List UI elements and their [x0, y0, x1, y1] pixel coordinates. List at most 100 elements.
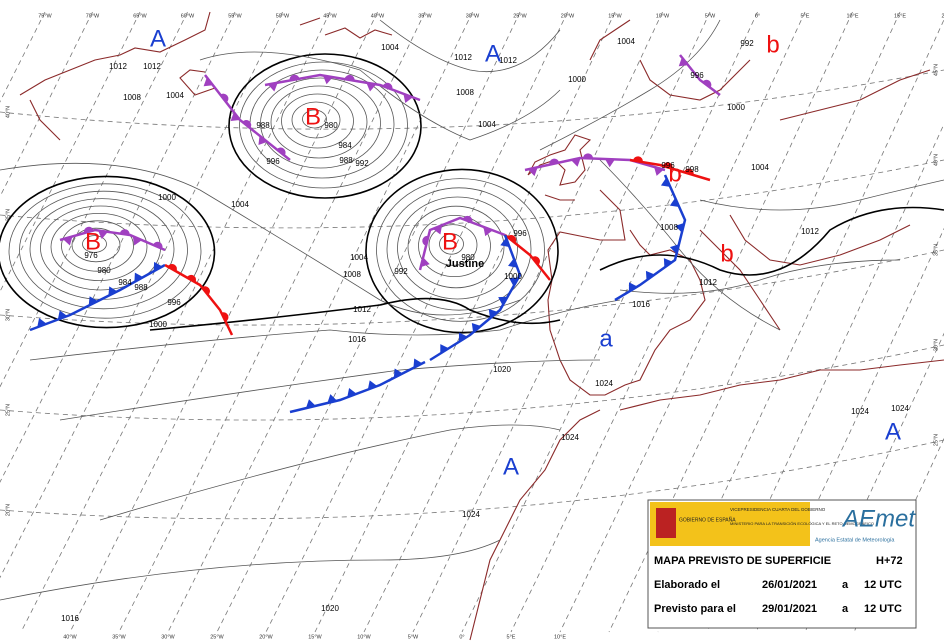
- front-symbol: [683, 168, 694, 176]
- lat-label: 25°N: [933, 434, 939, 446]
- storm-name: Justine: [446, 258, 485, 270]
- front-symbol: [201, 286, 210, 296]
- info-cell: 12 UTC: [864, 603, 902, 615]
- coat-of-arms: [656, 508, 676, 538]
- isobar: [8, 183, 202, 319]
- lon-label: 5°W: [408, 634, 419, 640]
- front-symbol: [413, 358, 423, 368]
- front-symbol: [500, 237, 510, 248]
- front-symbol: [242, 120, 252, 129]
- front-symbol: [83, 226, 94, 234]
- pressure-center: b: [766, 31, 779, 58]
- front-symbol: [702, 79, 712, 88]
- lon-label: 35°W: [418, 13, 432, 19]
- lon-label: 5°W: [705, 13, 716, 19]
- gov-text: GOBIERNO DE ESPAÑA: [679, 516, 736, 523]
- front-symbol: [582, 153, 593, 159]
- meridian: [559, 11, 853, 633]
- isobar-label: 996: [513, 229, 527, 238]
- meridian: [461, 11, 758, 633]
- aemet-logo-bg: [810, 502, 914, 546]
- front-symbol: [432, 225, 443, 235]
- isobar-label: 984: [338, 141, 352, 150]
- isobar-label: 980: [461, 253, 475, 262]
- lon-label: 10°W: [357, 634, 371, 640]
- isobar-label: 1004: [617, 37, 635, 46]
- lon-label: 10°W: [656, 13, 670, 19]
- isobar-label: 1004: [166, 91, 184, 100]
- front-symbol: [258, 135, 268, 145]
- isobar: [379, 19, 561, 73]
- lon-label: 15°E: [894, 13, 906, 19]
- front-symbol: [186, 274, 197, 283]
- isobar: [50, 212, 148, 281]
- front-symbol: [322, 75, 333, 85]
- front-symbol: [570, 157, 581, 167]
- lon-label: 25°W: [210, 634, 224, 640]
- isobar: [199, 51, 561, 141]
- front-line: [204, 74, 291, 161]
- isobar: [439, 233, 464, 255]
- lon-label: 70°W: [86, 13, 100, 19]
- front-line: [418, 216, 506, 271]
- isobar: [407, 205, 505, 289]
- isobar: [0, 175, 216, 329]
- lon-label: 0°: [459, 634, 464, 640]
- pressure-center: A: [150, 25, 166, 52]
- pressure-center: b: [720, 240, 733, 267]
- meridian: [216, 11, 521, 633]
- ministry-text: MINISTERIO PARA LA TRANSICIÓN ECOLÓGICA …: [730, 521, 874, 526]
- front-symbol: [471, 323, 481, 333]
- info-box: GOBIERNO DE ESPAÑA VICEPRESIDENCIA CUART…: [647, 499, 917, 629]
- front-symbol: [462, 215, 473, 223]
- lat-label: 30°N: [933, 339, 939, 351]
- front-symbol: [305, 399, 316, 409]
- front-symbol: [62, 236, 73, 246]
- info-title: MAPA PREVISTO DE SUPERFICIE: [654, 555, 831, 567]
- front-symbol: [267, 82, 278, 92]
- fronts: [29, 54, 721, 414]
- pressure-center: B: [85, 228, 101, 255]
- front-symbol: [344, 74, 355, 81]
- isobar-label: 1012: [109, 62, 127, 71]
- isobar-label: 976: [84, 251, 98, 260]
- isobar-label: 1016: [632, 300, 650, 309]
- front-symbol: [507, 235, 517, 244]
- isobar: [599, 159, 781, 331]
- front-symbol: [531, 256, 540, 266]
- lon-label: 40°W: [63, 634, 77, 640]
- isobar-label: 1024: [595, 379, 613, 388]
- meridian: [412, 11, 711, 633]
- front-symbol: [276, 147, 286, 156]
- isobar-label: 1004: [350, 253, 368, 262]
- meridian: [0, 11, 283, 579]
- vice-text: VICEPRESIDENCIA CUARTA DEL GOBIERNO: [730, 507, 826, 512]
- isobar: [239, 61, 408, 189]
- lon-label: 10°E: [847, 13, 859, 19]
- front-symbol: [134, 272, 144, 282]
- isobar-label: 1024: [851, 407, 869, 416]
- parallel: [0, 69, 944, 130]
- isobar: [397, 196, 518, 300]
- isobar: [59, 359, 601, 421]
- parallel: [0, 249, 944, 326]
- isobar-label: 988: [134, 283, 148, 292]
- lon-label: 65°W: [133, 13, 147, 19]
- lat-label: 20°N: [5, 504, 11, 516]
- pressure-center: a: [599, 325, 613, 352]
- isobar-label: 1012: [454, 53, 472, 62]
- front-symbol: [393, 368, 403, 378]
- lon-label: 20°W: [259, 634, 273, 640]
- isobar-label: 1012: [801, 227, 819, 236]
- isobars: [0, 19, 944, 601]
- lon-label: 15°W: [608, 13, 622, 19]
- front-symbol: [108, 286, 118, 296]
- front-symbol: [488, 308, 498, 319]
- isobar-label: 1000: [158, 193, 176, 202]
- isobar: [386, 187, 532, 311]
- front-symbol: [527, 167, 538, 177]
- lon-label: 40°W: [371, 13, 385, 19]
- meridian: [118, 11, 426, 633]
- front-symbol: [549, 158, 560, 165]
- isobar-label: 988: [256, 121, 270, 130]
